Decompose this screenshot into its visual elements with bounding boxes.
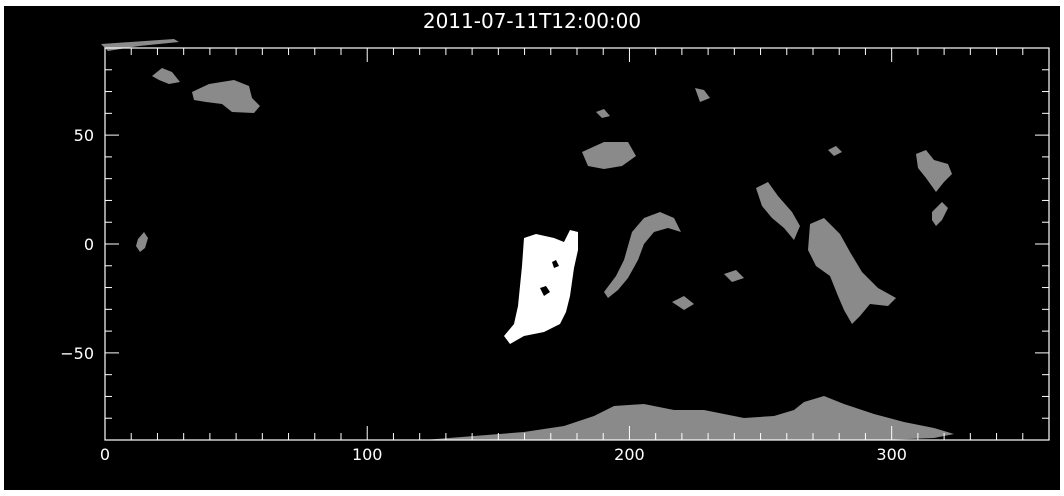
y-tick-label: −50 (60, 344, 94, 363)
x-axis-ticks (104, 48, 1050, 440)
x-tick-label: 200 (614, 445, 645, 464)
west-equatorial-spot (136, 232, 148, 252)
central-bright-hole-1 (540, 286, 550, 296)
mid-north-patch (582, 142, 636, 169)
figure-frame: 2011-07-11T12:00:00 0 100 200 300 (4, 6, 1060, 490)
high-lat-patch-2 (152, 68, 180, 84)
small-spot-5 (828, 146, 842, 156)
map-plot: 2011-07-11T12:00:00 0 100 200 300 (60, 9, 1050, 464)
far-east-patch-1 (916, 150, 952, 192)
x-axis-labels: 0 100 200 300 (100, 445, 907, 464)
x-tick-label: 100 (352, 445, 383, 464)
small-spot-4 (724, 270, 744, 282)
east-patch-large (756, 182, 800, 240)
small-spot-3 (672, 296, 694, 310)
x-tick-label: 300 (876, 445, 907, 464)
y-axis-labels: 50 0 −50 (60, 126, 94, 363)
far-east-patch-2 (932, 202, 948, 226)
central-bright-patch (504, 230, 578, 344)
small-north-spot-1 (596, 109, 610, 118)
plot-title: 2011-07-11T12:00:00 (423, 9, 641, 33)
y-tick-label: 0 (84, 235, 94, 254)
y-tick-label: 50 (74, 126, 94, 145)
x-tick-label: 0 (100, 445, 110, 464)
y-axis-ticks (105, 47, 1049, 441)
central-bright-hole-2 (552, 260, 559, 268)
map-regions (101, 39, 954, 440)
arc-region (604, 212, 681, 298)
southern-band (424, 396, 954, 440)
east-patch-extended (808, 218, 896, 324)
high-lat-patch-1 (192, 80, 260, 113)
north-polar-strip (101, 39, 179, 51)
small-north-spot-2 (695, 88, 710, 102)
